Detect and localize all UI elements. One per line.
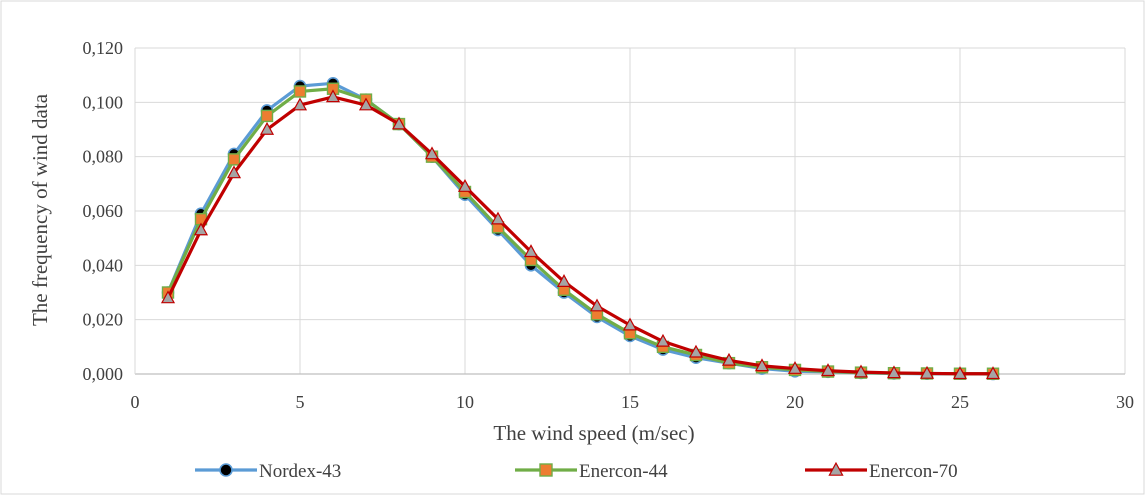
y-tick-label: 0,120 [83,38,124,58]
data-point [295,86,306,97]
y-tick-label: 0,060 [83,201,124,221]
x-tick-label: 30 [1116,392,1134,412]
x-tick-label: 10 [456,392,474,412]
data-point [262,110,273,121]
legend-label: Nordex-43 [259,461,341,482]
y-tick-label: 0,040 [83,255,124,275]
y-tick-label: 0,080 [83,147,124,167]
y-axis-title: The frequency of wind data [28,93,52,326]
y-tick-label: 0,000 [83,364,124,384]
legend-marker [220,464,232,476]
legend-label: Enercon-44 [579,461,668,482]
legend-label: Enercon-70 [869,461,958,482]
data-point [229,154,240,165]
x-tick-label: 0 [131,392,140,412]
x-tick-label: 25 [951,392,969,412]
legend-marker [540,464,552,476]
x-tick-label: 20 [786,392,804,412]
y-tick-label: 0,100 [83,92,124,112]
x-tick-label: 15 [621,392,639,412]
y-tick-label: 0,020 [83,310,124,330]
x-tick-label: 5 [296,392,305,412]
x-axis-title: The wind speed (m/sec) [493,421,694,445]
